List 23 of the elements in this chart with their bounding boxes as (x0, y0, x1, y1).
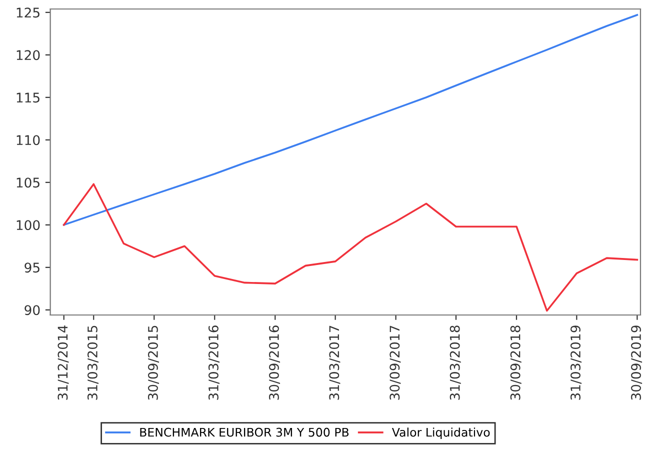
y-tick-label: 90 (24, 305, 40, 316)
y-tick-label: 110 (16, 135, 40, 146)
line-series (62, 183, 638, 312)
x-tick-label: 31/12/2014 (58, 325, 69, 400)
line-series (62, 14, 638, 226)
x-tick-label: 30/09/2015 (148, 326, 159, 400)
y-tick-label: 95 (24, 262, 40, 273)
x-tick-label: 31/03/2017 (329, 326, 340, 400)
x-tick-label: 30/09/2017 (390, 326, 401, 400)
x-tick-label: 31/03/2016 (208, 326, 220, 400)
legend-label: Valor Liquidativo (392, 428, 490, 440)
y-tick-label: 105 (16, 178, 40, 188)
x-tick-label: 31/03/2015 (87, 326, 98, 400)
legend-label: BENCHMARK EURIBOR 3M Y 500 PB (140, 428, 349, 437)
x-tick-label: 30/09/2016 (268, 326, 280, 400)
x-tick-label: 31/03/2019 (570, 326, 582, 400)
x-tick-label: 30/09/2018 (510, 326, 522, 400)
x-tick-label: 30/09/2019 (631, 326, 642, 400)
y-tick-label: 120 (16, 50, 40, 60)
x-tick-label: 31/03/2018 (450, 326, 461, 400)
y-tick-label: 115 (16, 92, 40, 103)
y-tick-label: 125 (16, 8, 40, 18)
y-tick-label: 100 (16, 220, 40, 230)
